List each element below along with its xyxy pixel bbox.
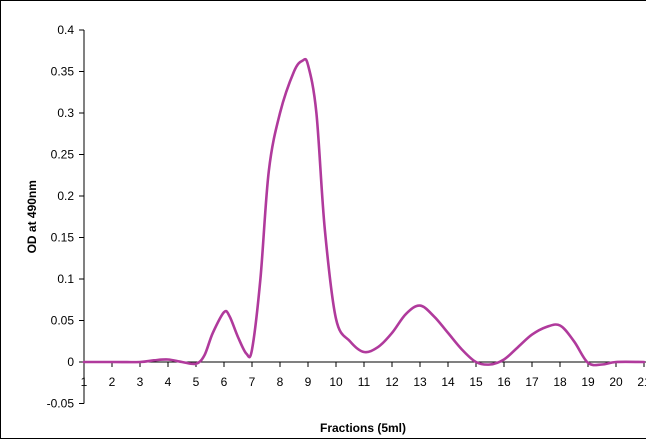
y-tick-label: 0.4 bbox=[57, 23, 74, 37]
y-tick-label: -0.05 bbox=[47, 397, 75, 411]
x-tick-label: 5 bbox=[193, 375, 200, 389]
y-tick-label: 0.35 bbox=[51, 65, 75, 79]
y-tick-label: 0.1 bbox=[57, 272, 74, 286]
x-tick-label: 16 bbox=[497, 375, 511, 389]
x-tick-label: 8 bbox=[277, 375, 284, 389]
x-tick-label: 7 bbox=[249, 375, 256, 389]
x-tick-label: 14 bbox=[441, 375, 455, 389]
x-tick-label: 9 bbox=[305, 375, 312, 389]
x-tick-label: 13 bbox=[413, 375, 427, 389]
x-tick-label: 10 bbox=[329, 375, 343, 389]
x-tick-label: 17 bbox=[525, 375, 539, 389]
x-tick-label: 21 bbox=[637, 375, 646, 389]
x-tick-label: 2 bbox=[109, 375, 116, 389]
y-tick-label: 0.2 bbox=[57, 189, 74, 203]
x-tick-label: 12 bbox=[385, 375, 399, 389]
x-tick-label: 18 bbox=[553, 375, 567, 389]
y-tick-label: 0.05 bbox=[51, 314, 75, 328]
y-tick-label: 0 bbox=[67, 355, 74, 369]
x-tick-label: 3 bbox=[137, 375, 144, 389]
x-tick-label: 11 bbox=[358, 375, 371, 389]
x-tick-label: 4 bbox=[165, 375, 172, 389]
x-tick-label: 20 bbox=[609, 375, 623, 389]
x-tick-label: 15 bbox=[469, 375, 483, 389]
x-tick-label: 6 bbox=[221, 375, 228, 389]
x-tick-label: 1 bbox=[81, 375, 88, 389]
y-axis-title: OD at 490nm bbox=[25, 180, 39, 253]
x-axis-title: Fractions (5ml) bbox=[320, 421, 406, 435]
y-tick-label: 0.25 bbox=[51, 148, 75, 162]
series-line bbox=[82, 57, 646, 367]
x-tick-label: 19 bbox=[581, 375, 595, 389]
y-tick-label: 0.15 bbox=[51, 231, 75, 245]
y-tick-label: 0.3 bbox=[57, 106, 74, 120]
